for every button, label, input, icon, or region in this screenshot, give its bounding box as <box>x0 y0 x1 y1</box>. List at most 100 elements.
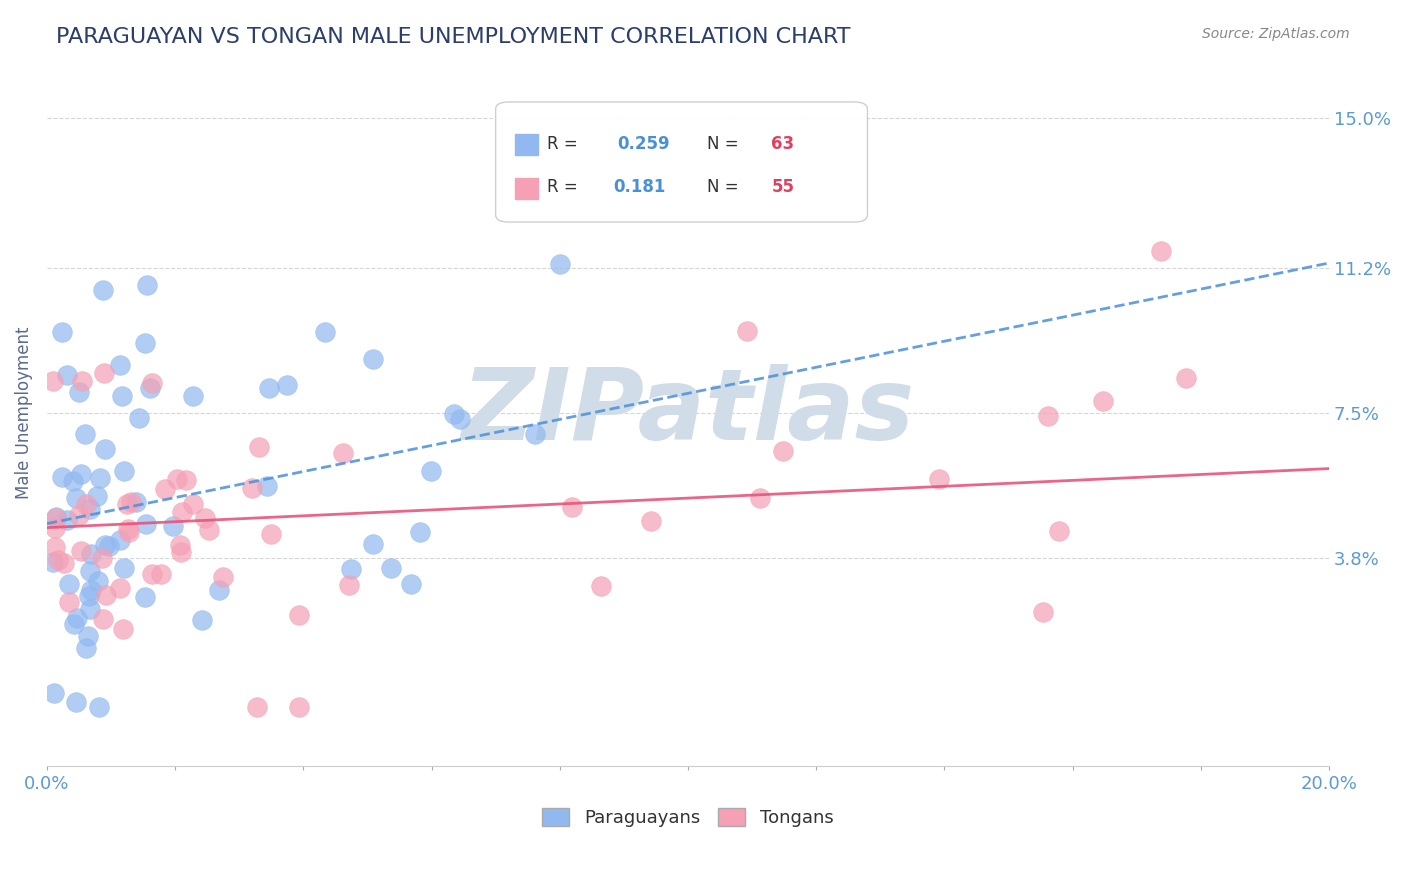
Point <box>91 283 114 297</box>
Point <box>79 601 101 615</box>
Point <box>208 582 231 597</box>
Point <box>115 497 138 511</box>
Text: R =: R = <box>547 178 583 195</box>
Point <box>65 695 87 709</box>
Point <box>340 562 363 576</box>
Point <box>748 491 770 505</box>
Point <box>94 588 117 602</box>
Point <box>111 389 134 403</box>
Point <box>89 471 111 485</box>
Point <box>134 590 156 604</box>
Point <box>125 494 148 508</box>
Point <box>194 511 217 525</box>
Point <box>1047 524 1070 539</box>
Point <box>42 555 65 569</box>
Point <box>170 505 193 519</box>
Point <box>44 540 66 554</box>
Point <box>332 446 354 460</box>
Point <box>120 495 142 509</box>
Point <box>361 351 384 366</box>
Point <box>42 374 65 388</box>
Point <box>449 412 471 426</box>
Point <box>45 510 67 524</box>
Point <box>1175 371 1198 385</box>
Point <box>108 581 131 595</box>
Text: N =: N = <box>707 178 744 195</box>
Text: PARAGUAYAN VS TONGAN MALE UNEMPLOYMENT CORRELATION CHART: PARAGUAYAN VS TONGAN MALE UNEMPLOYMENT C… <box>56 27 851 46</box>
Point <box>276 377 298 392</box>
Point <box>548 257 571 271</box>
Point <box>337 577 360 591</box>
Point <box>70 467 93 482</box>
Point <box>589 580 612 594</box>
Point <box>94 442 117 456</box>
Point <box>117 522 139 536</box>
Point <box>361 537 384 551</box>
Point <box>420 464 443 478</box>
Point <box>45 510 67 524</box>
Point <box>67 508 90 522</box>
Y-axis label: Male Unemployment: Male Unemployment <box>15 326 32 499</box>
Point <box>256 479 278 493</box>
Point <box>380 561 402 575</box>
Text: R =: R = <box>547 136 583 153</box>
Point <box>112 464 135 478</box>
Point <box>166 472 188 486</box>
Point <box>112 560 135 574</box>
Point <box>1091 394 1114 409</box>
Point <box>118 525 141 540</box>
Text: 63: 63 <box>772 136 794 153</box>
Point <box>108 358 131 372</box>
Point <box>181 389 204 403</box>
Point <box>66 611 89 625</box>
Point <box>58 577 80 591</box>
Point <box>67 384 90 399</box>
Point <box>91 550 114 565</box>
Point <box>53 557 76 571</box>
Point <box>211 569 233 583</box>
Point <box>62 474 84 488</box>
Point <box>55 513 77 527</box>
Text: 0.259: 0.259 <box>617 136 671 153</box>
Point <box>89 700 111 714</box>
Point <box>181 497 204 511</box>
Point <box>190 613 212 627</box>
Point <box>69 544 91 558</box>
Point <box>75 497 97 511</box>
Point <box>174 473 197 487</box>
Point <box>169 538 191 552</box>
Point <box>44 521 66 535</box>
Point <box>561 500 583 514</box>
Point <box>260 527 283 541</box>
Bar <box>515 178 538 200</box>
Point <box>314 325 336 339</box>
Point <box>75 640 97 655</box>
Point <box>737 324 759 338</box>
Point <box>139 381 162 395</box>
Point <box>65 491 87 505</box>
Point <box>198 523 221 537</box>
Point <box>136 277 159 292</box>
Point <box>93 367 115 381</box>
Legend: Paraguayans, Tongans: Paraguayans, Tongans <box>536 801 841 835</box>
Point <box>240 481 263 495</box>
Text: ZIPatlas: ZIPatlas <box>461 364 914 461</box>
Point <box>257 380 280 394</box>
Point <box>80 547 103 561</box>
Point <box>1036 409 1059 424</box>
Point <box>401 577 423 591</box>
Point <box>134 335 156 350</box>
Point <box>1032 605 1054 619</box>
Point <box>928 471 950 485</box>
Text: Source: ZipAtlas.com: Source: ZipAtlas.com <box>1202 27 1350 41</box>
Text: N =: N = <box>707 136 744 153</box>
Point <box>86 489 108 503</box>
Point <box>409 524 432 539</box>
Point <box>1150 244 1173 259</box>
Point <box>58 595 80 609</box>
Point <box>75 427 97 442</box>
Point <box>523 426 546 441</box>
Point <box>170 545 193 559</box>
Text: 0.181: 0.181 <box>613 178 666 195</box>
Point <box>443 408 465 422</box>
